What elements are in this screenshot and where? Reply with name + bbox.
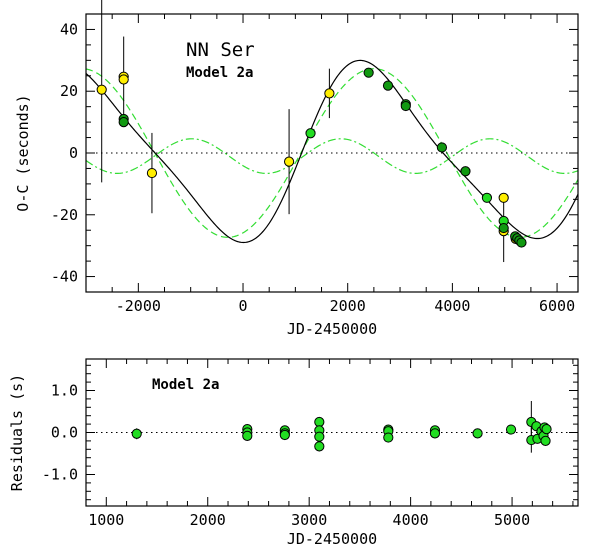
bottom-y-axis-label: Residuals (s) xyxy=(8,374,26,491)
top-data-point xyxy=(498,192,509,203)
bottom-data-point xyxy=(540,435,551,446)
bottom-ytick-label: 0.0 xyxy=(51,424,78,442)
top-data-point xyxy=(400,100,411,112)
outer-planet-curve xyxy=(85,68,579,238)
bottom-xtick-label: 3000 xyxy=(291,511,327,529)
top-ytick-label: -40 xyxy=(51,268,78,286)
bottom-error-bars xyxy=(136,401,532,453)
top-title: NN Ser xyxy=(186,39,255,61)
top-xtick-label: 0 xyxy=(239,297,248,315)
combined-model-curve xyxy=(85,59,579,244)
top-data-point xyxy=(96,84,107,95)
top-data-point xyxy=(498,222,509,234)
top-ytick-label: 40 xyxy=(60,20,78,38)
top-data-point xyxy=(283,156,295,167)
top-data-points xyxy=(96,67,527,248)
bottom-xtick-label: 4000 xyxy=(393,511,429,529)
bottom-data-point xyxy=(242,430,253,441)
top-ytick-label: -20 xyxy=(51,206,78,224)
bottom-data-point xyxy=(472,428,483,439)
bottom-xtick-label: 1000 xyxy=(88,511,124,529)
bottom-ticks: 1000 2000 3000 4000 5000 -1.0 0.0 1.0 xyxy=(42,359,578,529)
bottom-panel: 1000 2000 3000 4000 5000-1.00.01.0 Model 2a … xyxy=(8,358,579,548)
top-xtick-label: -2000 xyxy=(116,297,161,315)
bottom-subtitle: Model 2a xyxy=(152,377,219,393)
bottom-ytick-label: -1.0 xyxy=(42,466,78,484)
bottom-xtick-label: 5000 xyxy=(494,511,530,529)
top-data-point xyxy=(118,74,129,85)
bottom-data-point xyxy=(505,424,517,435)
top-data-point xyxy=(436,142,448,153)
bottom-data-point xyxy=(383,432,394,443)
bottom-data-point xyxy=(314,431,325,442)
top-panel: -2000 0 2000 4000 6000 -40 -20 0 20 40 NN Ser Mod… xyxy=(14,0,579,338)
top-data-point xyxy=(118,117,129,128)
top-error-bars xyxy=(101,0,505,263)
top-xtick-label: 4000 xyxy=(434,297,470,315)
bottom-xtick-label: 2000 xyxy=(190,511,226,529)
bottom-data-point xyxy=(429,428,441,439)
top-ytick-label: 20 xyxy=(60,82,78,100)
top-subtitle: Model 2a xyxy=(186,65,253,81)
top-ticks: -2000 0 2000 4000 6000 -40 -20 0 20 40 xyxy=(51,13,578,315)
top-data-point xyxy=(146,167,158,179)
top-x-axis-label: JD-2450000 xyxy=(287,320,377,338)
bottom-data-point xyxy=(131,428,142,439)
inner-planet-curve xyxy=(85,138,579,174)
bottom-data-points xyxy=(131,416,552,452)
top-data-point xyxy=(363,67,374,78)
top-data-point xyxy=(516,237,527,248)
bottom-data-point xyxy=(314,416,325,428)
bottom-data-point xyxy=(279,429,290,441)
bottom-data-point xyxy=(541,424,552,435)
top-xtick-label: 6000 xyxy=(539,297,575,315)
bottom-ytick-label: 1.0 xyxy=(51,382,78,400)
top-model-curves xyxy=(85,59,579,244)
top-data-point xyxy=(305,128,316,139)
bottom-x-axis-label: JD-2450000 xyxy=(287,530,377,548)
top-xtick-label: 2000 xyxy=(330,297,366,315)
top-data-point xyxy=(481,192,493,203)
top-ytick-label: 0 xyxy=(69,144,78,162)
top-data-point xyxy=(460,166,471,177)
top-data-point xyxy=(382,80,394,91)
bottom-data-point xyxy=(314,441,325,452)
top-data-point xyxy=(324,88,335,99)
top-y-axis-label: O-C (seconds) xyxy=(14,94,32,211)
